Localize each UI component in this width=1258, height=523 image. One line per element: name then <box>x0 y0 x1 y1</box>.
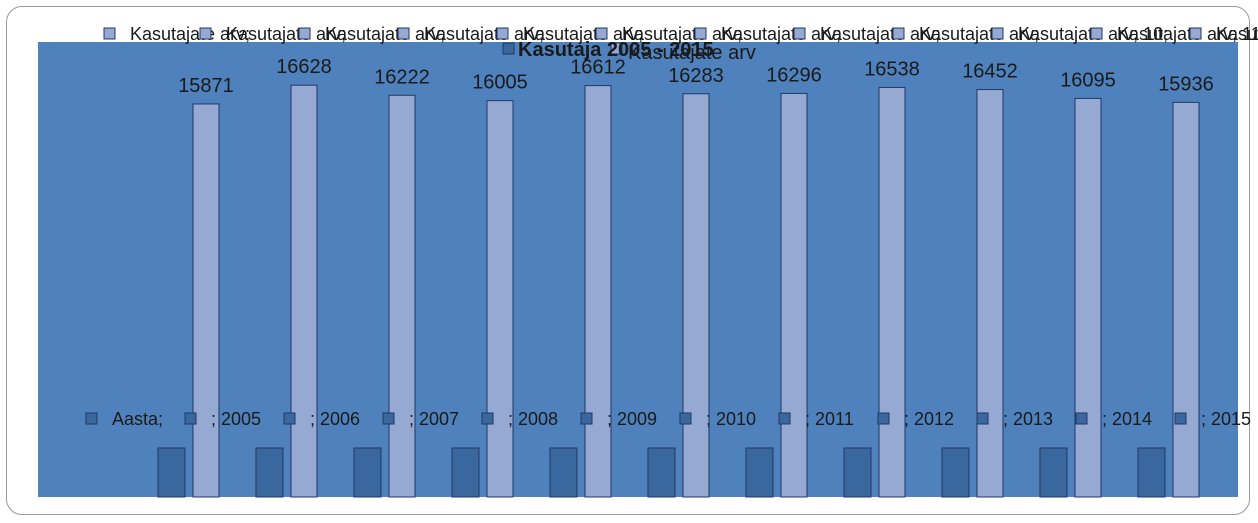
bar-aasta-2011 <box>745 447 774 498</box>
bar-kasutajate-2010 <box>682 93 710 498</box>
legend-swatch-aasta-3 <box>382 412 395 425</box>
bar-kasutajate-2012 <box>878 86 906 498</box>
legend-label-kasutajate-3: Kasutajate arv; <box>424 24 544 44</box>
bar-kasutajate-2007 <box>388 94 416 498</box>
bar-aasta-2015 <box>1137 447 1166 498</box>
title-legend-swatch-aasta <box>502 42 515 55</box>
chart-title: Kasutaja 2005 - 2015 <box>518 39 714 61</box>
bar-kasutajate-2005 <box>192 103 220 498</box>
legend-label-aasta-11: ; 2015 <box>1201 409 1251 429</box>
legend-swatch-kasutajate-9 <box>991 27 1004 40</box>
data-label-2005: 15871 <box>178 75 234 97</box>
legend-swatch-kasutajate-11 <box>1189 27 1202 40</box>
bar-aasta-2012 <box>843 447 872 498</box>
legend-label-kasutajate-0: Kasutajate arv; <box>130 24 250 44</box>
data-label-2010: 16283 <box>668 65 724 87</box>
legend-swatch-aasta-10 <box>1075 412 1088 425</box>
legend-swatch-aasta-5 <box>580 412 593 425</box>
legend-swatch-aasta-6 <box>679 412 692 425</box>
bar-kasutajate-2015 <box>1172 101 1200 498</box>
legend-swatch-aasta-9 <box>976 412 989 425</box>
bar-aasta-2005 <box>157 447 186 498</box>
data-label-2012: 16538 <box>864 58 920 80</box>
data-label-2006: 16628 <box>276 56 332 78</box>
data-label-2008: 16005 <box>472 72 528 94</box>
legend-swatch-kasutajate-4 <box>496 27 509 40</box>
legend-label-kasutajate-5: Kasutajate arv; <box>622 24 742 44</box>
legend-swatch-kasutajate-2 <box>298 27 311 40</box>
data-label-2009: 16612 <box>570 57 626 79</box>
legend-label-aasta-5: ; 2009 <box>607 409 657 429</box>
legend-label-aasta-2: ; 2006 <box>310 409 360 429</box>
title-overlap-text: Kasutajate arv <box>628 42 756 64</box>
bar-aasta-2013 <box>941 447 970 498</box>
legend-label-aasta-7: ; 2011 <box>805 409 854 429</box>
legend-label-aasta-9: ; 2013 <box>1003 409 1053 429</box>
legend-label-kasutajate-10: Kasutajate arv; 11; <box>1117 24 1258 44</box>
legend-label-aasta-0: Aasta; <box>112 409 163 429</box>
data-label-2015: 15936 <box>1158 73 1214 95</box>
legend-label-aasta-10: ; 2014 <box>1102 409 1152 429</box>
data-label-2007: 16222 <box>374 66 430 88</box>
bar-aasta-2007 <box>353 447 382 498</box>
legend-swatch-kasutajate-3 <box>397 27 410 40</box>
legend-swatch-kasutajate-7 <box>793 27 806 40</box>
legend-label-kasutajate-11: Kasutajate arv; 12; <box>1216 24 1258 44</box>
legend-label-aasta-1: ; 2005 <box>211 409 261 429</box>
legend-label-kasutajate-1: Kasutajate arv; <box>226 24 346 44</box>
legend-label-aasta-4: ; 2008 <box>508 409 558 429</box>
bar-aasta-2009 <box>549 447 578 498</box>
legend-label-kasutajate-4: Kasutajate arv; <box>523 24 643 44</box>
legend-swatch-aasta-11 <box>1174 412 1187 425</box>
legend-label-aasta-3: ; 2007 <box>409 409 459 429</box>
bar-aasta-2010 <box>647 447 676 498</box>
title-legend-swatch-kasutajate <box>610 42 623 55</box>
bar-kasutajate-2013 <box>976 89 1004 498</box>
legend-label-kasutajate-8: Kasutajate arv; <box>919 24 1039 44</box>
bar-kasutajate-2006 <box>290 84 318 498</box>
legend-swatch-kasutajate-10 <box>1090 27 1103 40</box>
bar-kasutajate-2008 <box>486 100 514 498</box>
legend-swatch-aasta-8 <box>877 412 890 425</box>
legend-swatch-aasta-0 <box>85 412 98 425</box>
legend-swatch-aasta-2 <box>283 412 296 425</box>
legend-label-aasta-8: ; 2012 <box>904 409 954 429</box>
bar-kasutajate-2009 <box>584 85 612 498</box>
legend-swatch-kasutajate-1 <box>199 27 212 40</box>
legend-swatch-aasta-4 <box>481 412 494 425</box>
legend-swatch-kasutajate-8 <box>892 27 905 40</box>
data-label-2013: 16452 <box>962 61 1018 83</box>
legend-swatch-kasutajate-5 <box>595 27 608 40</box>
legend-label-kasutajate-7: Kasutajate arv; <box>820 24 940 44</box>
bar-aasta-2006 <box>255 447 284 498</box>
bar-kasutajate-2011 <box>780 92 808 498</box>
legend-label-kasutajate-2: Kasutajate arv; <box>325 24 445 44</box>
legend-swatch-kasutajate-6 <box>694 27 707 40</box>
data-label-2011: 16296 <box>766 64 822 86</box>
legend-label-aasta-6: ; 2010 <box>706 409 756 429</box>
bar-kasutajate-2014 <box>1074 97 1102 498</box>
data-label-2014: 16095 <box>1060 69 1116 91</box>
bar-aasta-2014 <box>1039 447 1068 498</box>
plot-area <box>38 42 1238 497</box>
legend-swatch-aasta-1 <box>184 412 197 425</box>
bar-aasta-2008 <box>451 447 480 498</box>
legend-swatch-kasutajate-0 <box>103 27 116 40</box>
legend-swatch-aasta-7 <box>778 412 791 425</box>
legend-label-kasutajate-6: Kasutajate arv; <box>721 24 841 44</box>
